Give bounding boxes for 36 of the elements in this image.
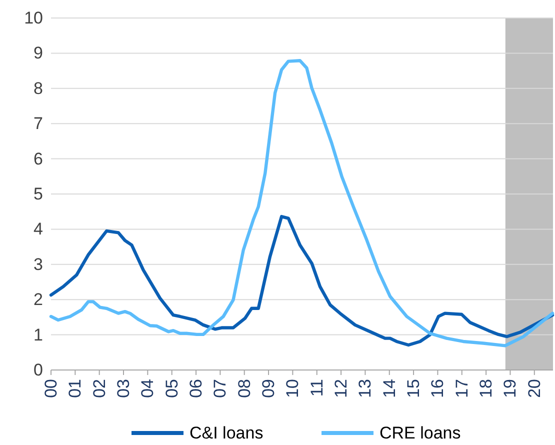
x-tick-label: 16 (428, 379, 448, 398)
line-series (49, 214, 554, 347)
y-tick-label: 2 (34, 290, 43, 310)
x-tick-label: 10 (283, 379, 302, 398)
y-tick-label: 3 (34, 254, 43, 274)
legend-label: CRE loans (380, 424, 461, 442)
x-tick-label: 14 (380, 379, 399, 398)
y-tick-label: 8 (34, 78, 43, 98)
x-tick-label: 06 (186, 379, 206, 398)
x-tick-label: 13 (356, 379, 375, 398)
x-tick-label: 07 (210, 379, 230, 398)
y-tick-label: 0 (34, 360, 43, 380)
x-tick-label: 02 (90, 379, 109, 398)
x-tick-label: 00 (42, 379, 60, 398)
x-tick-label: 11 (307, 379, 326, 397)
x-tick-label: 12 (332, 379, 351, 398)
legend-label: C&I loans (190, 424, 264, 442)
y-tick-label: 4 (34, 220, 43, 239)
y-tick-label: 10 (24, 8, 43, 28)
x-tick-label: 08 (234, 379, 254, 398)
x-tick-label: 09 (259, 379, 278, 398)
x-tick-label: 04 (138, 379, 158, 398)
y-tick-label: 5 (34, 184, 43, 204)
x-tick-label: 20 (524, 379, 544, 398)
x-tick-label: 03 (114, 379, 134, 398)
line-series (49, 58, 554, 348)
x-tick-label: 19 (500, 379, 520, 398)
y-tick-label: 7 (34, 114, 43, 134)
x-tick-label: 15 (404, 379, 424, 398)
y-tick-label: 1 (34, 325, 43, 344)
y-tick-label: 6 (34, 149, 43, 168)
x-tick-label: 18 (476, 379, 496, 398)
x-tick-label: 05 (162, 379, 182, 398)
x-tick-label: 17 (452, 379, 472, 398)
x-tick-label: 01 (66, 379, 85, 398)
y-tick-label: 9 (34, 44, 43, 63)
